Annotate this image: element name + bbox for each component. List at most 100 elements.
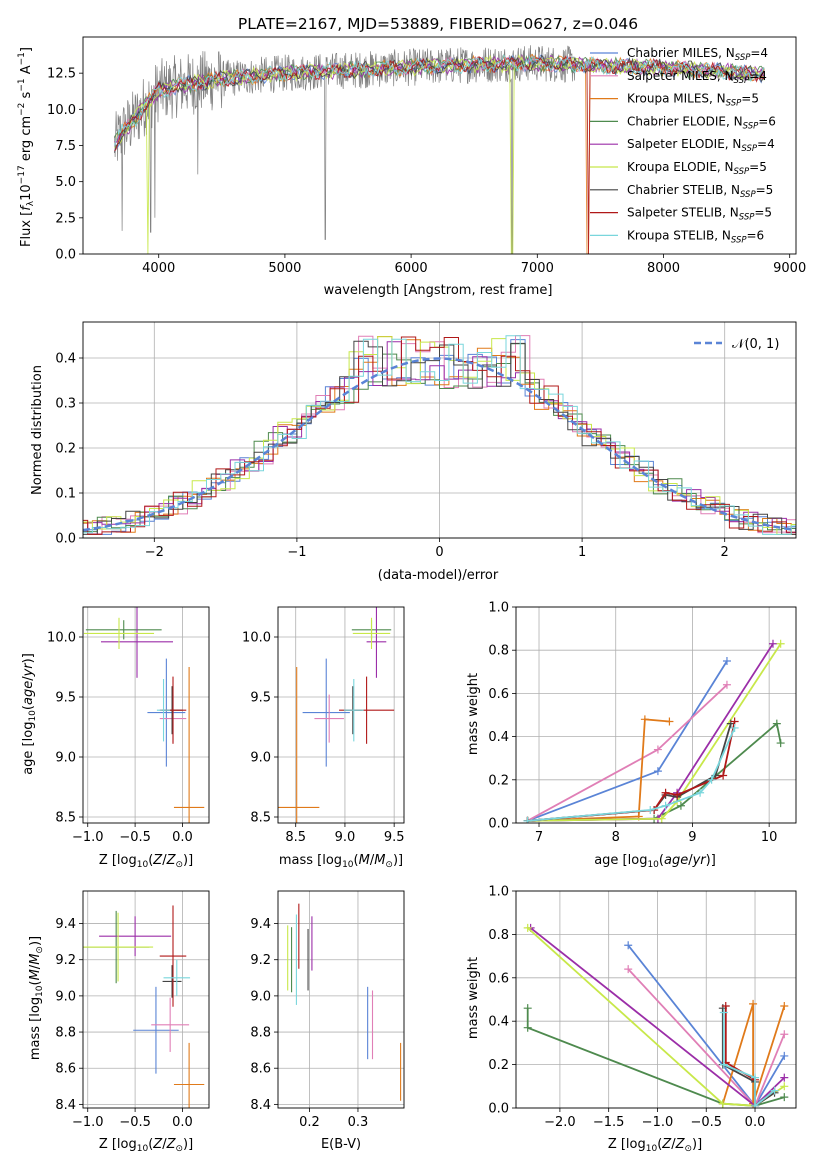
weight-marker: [730, 723, 739, 732]
errorbar-kroupa-stelib: [343, 679, 364, 742]
residuals-ylabel: Normed distribution: [30, 365, 45, 495]
y-tick-label: 0.8: [488, 928, 509, 943]
age-vs-mass-plot-area: 8.5 9.0 9.5 8.5 9.0 9.5 10.0: [242, 606, 405, 845]
x-tick-label: −0.5: [119, 1115, 151, 1130]
y-tick-label: 9.0: [55, 989, 76, 1004]
weight-marker: [653, 767, 662, 776]
errorbar-kroupa-miles: [173, 1042, 205, 1108]
y-tick-label: 9.0: [55, 751, 76, 766]
y-tick-label: 0.2: [55, 442, 76, 457]
errorbar-chabrier-miles: [302, 658, 350, 767]
weight-marker: [676, 801, 685, 810]
y-tick-label: 8.5: [55, 811, 76, 826]
legend-entry: Kroupa MILES, NSSP=5: [627, 92, 759, 109]
x-tick-label: 7000: [521, 261, 554, 276]
weight-vs-age-panel: 7 8 9 10 0.0 0.2 0.4 0.6 0.8 1.0 age [log10(age/y…: [466, 601, 797, 870]
errorbar-chabrier-miles: [147, 658, 186, 767]
y-tick-label: 0.4: [488, 1015, 509, 1030]
x-tick-label: −1: [287, 545, 306, 560]
weight-line: [527, 643, 782, 822]
model-line-chabrier-stelib: [114, 54, 765, 153]
x-tick-label: 1: [578, 545, 586, 560]
weight-line: [527, 727, 736, 822]
errorbars: [83, 607, 205, 823]
axes-frame: [515, 606, 797, 824]
x-tick-label: −2.0: [544, 1115, 576, 1130]
x-tick-label: −2: [145, 545, 164, 560]
normal-legend-label: 𝒩(0, 1): [732, 337, 779, 352]
errorbar-kroupa-elodie: [83, 617, 155, 649]
x-tick-label: 6000: [395, 261, 428, 276]
mass-vs-ebv-panel: 0.2 0.3 8.4 8.6 8.8 9.0 9.2 9.4 E(B-V): [250, 890, 405, 1152]
weight-marker: [751, 1073, 760, 1082]
weight-marker: [624, 965, 633, 974]
y-tick-label: 1.0: [488, 601, 509, 616]
mass-vs-metallicity-ylabel: mass [log10(M/M⊙)]: [28, 936, 45, 1060]
weight-marker: [780, 1002, 789, 1011]
y-tick-label: 0.4: [55, 352, 76, 367]
weight-marker: [653, 745, 662, 754]
histogram-chabrier-stelib: [83, 340, 796, 535]
age-vs-metallicity-xlabel: Z [log10(Z/Z⊙)]: [99, 853, 193, 870]
x-tick-label: −1.0: [642, 1115, 674, 1130]
y-tick-label: 8.8: [250, 1026, 271, 1041]
errorbar-chabrier-elodie: [85, 620, 162, 640]
weight-marker: [776, 739, 785, 748]
errorbar-kroupa-miles: [278, 667, 320, 823]
age-vs-mass-panel: 8.5 9.0 9.5 8.5 9.0 9.5 10.0 mass [log10(M/M⊙)…: [242, 606, 405, 870]
y-tick-label: 0.2: [488, 1058, 509, 1073]
errorbar-kroupa-elodie: [352, 617, 391, 649]
legend-entry: Kroupa ELODIE, NSSP=5: [627, 160, 767, 177]
y-tick-label: 10.0: [242, 631, 271, 646]
weight-series-kroupa-stelib: [719, 1008, 779, 1108]
legend-entry: Kroupa STELIB, NSSP=6: [627, 228, 764, 245]
axes-frame: [82, 890, 210, 1109]
y-tick-label: 8.6: [250, 1062, 271, 1077]
x-tick-label: 8000: [647, 261, 680, 276]
weight-marker: [665, 717, 674, 726]
errorbars: [287, 903, 402, 1101]
y-tick-label: 8.4: [250, 1098, 271, 1113]
x-tick-label: 7: [535, 830, 543, 845]
y-tick-label: 9.2: [55, 953, 76, 968]
weight-vs-age-plot-area: 7 8 9 10 0.0 0.2 0.4 0.6 0.8 1.0: [488, 601, 797, 845]
spectrum-legend: Chabrier MILES, NSSP=4 Salpeter MILES, NS…: [590, 46, 776, 245]
weight-marker: [719, 1008, 728, 1017]
mass-vs-metallicity-xlabel: Z [log10(Z/Z⊙)]: [99, 1137, 193, 1154]
y-tick-label: 1.0: [488, 885, 509, 900]
y-tick-label: 12.5: [47, 67, 76, 82]
weight-marker: [780, 1030, 789, 1039]
weight-marker: [707, 775, 716, 784]
x-tick-label: 2: [721, 545, 729, 560]
y-tick-label: 0.0: [55, 532, 76, 547]
x-tick-label: 10: [761, 830, 778, 845]
residuals-xlabel: (data-model)/error: [378, 568, 499, 583]
weight-marker: [751, 1101, 760, 1108]
errorbar-salpeter-miles: [151, 997, 190, 1052]
weight-marker: [768, 639, 777, 648]
legend-entry: Chabrier MILES, NSSP=4: [627, 46, 768, 63]
errorbars: [83, 905, 205, 1108]
y-tick-label: 9.5: [55, 691, 76, 706]
errorbar-kroupa-miles: [173, 667, 205, 823]
x-tick-label: 9.0: [335, 830, 356, 845]
x-tick-label: 0.0: [745, 1115, 766, 1130]
weight-vs-metallicity-plot-area: −2.0 −1.5 −1.0 −0.5 0.0 0.0 0.2 0.4 0.6 0.8 1.0: [488, 885, 797, 1130]
weight-marker: [772, 719, 781, 728]
y-tick-label: 0.6: [488, 687, 509, 702]
x-tick-label: 4000: [142, 261, 175, 276]
mass-vs-ebv-xlabel: E(B-V): [321, 1137, 361, 1152]
weight-marker: [523, 1004, 532, 1013]
weight-marker: [523, 816, 532, 823]
weight-marker: [523, 1023, 532, 1032]
age-vs-metallicity-ylabel: age [log10(age/yr)]: [21, 653, 38, 775]
weight-marker: [780, 1051, 789, 1060]
weight-vs-age-xlabel: age [log10(age/yr)]: [594, 853, 716, 870]
axes-frame: [277, 890, 405, 1109]
weight-marker: [718, 1099, 727, 1108]
legend-entry: Salpeter MILES, NSSP=4: [627, 69, 767, 86]
x-tick-label: −0.5: [690, 1115, 722, 1130]
mass-vs-metallicity-plot-area: −1.0 −0.5 0.0 8.4 8.6 8.8 9.0 9.2 9.4: [55, 890, 210, 1130]
y-tick-label: 0.4: [488, 730, 509, 745]
